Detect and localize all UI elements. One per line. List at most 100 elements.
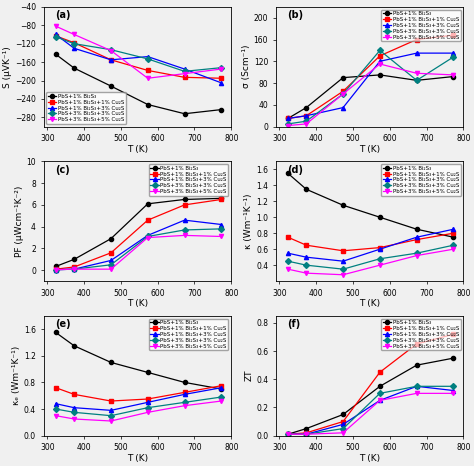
PbS+1% Bi₂S₃: [219, 196, 224, 201]
Line: PbS+1% Bi₂S₃+1% Cu₂S: PbS+1% Bi₂S₃+1% Cu₂S: [286, 231, 456, 253]
PbS+1% Bi₂S₃+3% Cu₂S: [108, 258, 114, 263]
PbS+1% Bi₂S₃+1% Cu₂S: [340, 419, 346, 425]
PbS+3% Bi₂S₃+5% Cu₂S: [182, 233, 187, 238]
PbS+1% Bi₂S₃: [219, 107, 224, 112]
PbS+1% Bi₂S₃+3% Cu₂S: [108, 57, 114, 62]
PbS+3% Bi₂S₃+3% Cu₂S: [303, 118, 309, 124]
PbS+3% Bi₂S₃+5% Cu₂S: [451, 247, 456, 252]
PbS+3% Bi₂S₃+5% Cu₂S: [285, 123, 291, 128]
Y-axis label: PF (μWcm⁻¹K⁻²): PF (μWcm⁻¹K⁻²): [15, 185, 24, 257]
PbS+3% Bi₂S₃+5% Cu₂S: [414, 253, 419, 258]
PbS+1% Bi₂S₃: [145, 370, 151, 375]
PbS+1% Bi₂S₃+1% Cu₂S: [71, 40, 77, 46]
PbS+3% Bi₂S₃+3% Cu₂S: [303, 262, 309, 268]
PbS+3% Bi₂S₃+5% Cu₂S: [182, 403, 187, 409]
Text: (c): (c): [55, 165, 70, 175]
Text: (a): (a): [55, 10, 70, 21]
X-axis label: T (K): T (K): [127, 299, 148, 308]
Legend: PbS+1% Bi₂S₃, PbS+1% Bi₂S₃+1% Cu₂S, PbS+1% Bi₂S₃+3% Cu₂S, PbS+3% Bi₂S₃+3% Cu₂S, : PbS+1% Bi₂S₃, PbS+1% Bi₂S₃+1% Cu₂S, PbS+…: [149, 164, 228, 196]
PbS+1% Bi₂S₃+1% Cu₂S: [303, 113, 309, 118]
PbS+1% Bi₂S₃+1% Cu₂S: [451, 32, 456, 38]
X-axis label: T (K): T (K): [127, 144, 148, 154]
PbS+3% Bi₂S₃+3% Cu₂S: [451, 54, 456, 60]
PbS+3% Bi₂S₃+5% Cu₂S: [145, 410, 151, 415]
PbS+1% Bi₂S₃: [340, 202, 346, 208]
PbS+1% Bi₂S₃+3% Cu₂S: [377, 397, 383, 403]
PbS+1% Bi₂S₃: [340, 75, 346, 81]
PbS+3% Bi₂S₃+3% Cu₂S: [285, 258, 291, 264]
PbS+1% Bi₂S₃: [53, 329, 59, 335]
PbS+1% Bi₂S₃+1% Cu₂S: [182, 75, 187, 80]
PbS+1% Bi₂S₃+3% Cu₂S: [303, 113, 309, 118]
PbS+3% Bi₂S₃+5% Cu₂S: [377, 397, 383, 403]
PbS+3% Bi₂S₃+3% Cu₂S: [340, 267, 346, 272]
PbS+1% Bi₂S₃+1% Cu₂S: [285, 234, 291, 240]
PbS+1% Bi₂S₃: [414, 77, 419, 83]
PbS+3% Bi₂S₃+3% Cu₂S: [377, 48, 383, 53]
PbS+3% Bi₂S₃+3% Cu₂S: [219, 226, 224, 232]
PbS+3% Bi₂S₃+5% Cu₂S: [340, 91, 346, 97]
PbS+1% Bi₂S₃+1% Cu₂S: [377, 245, 383, 250]
Y-axis label: S (μVK⁻¹): S (μVK⁻¹): [3, 46, 12, 88]
PbS+1% Bi₂S₃+3% Cu₂S: [377, 247, 383, 252]
PbS+3% Bi₂S₃+5% Cu₂S: [303, 432, 309, 437]
PbS+3% Bi₂S₃+3% Cu₂S: [303, 432, 309, 437]
PbS+3% Bi₂S₃+3% Cu₂S: [145, 233, 151, 239]
PbS+1% Bi₂S₃+3% Cu₂S: [145, 399, 151, 405]
PbS+1% Bi₂S₃+3% Cu₂S: [145, 54, 151, 59]
PbS+3% Bi₂S₃+5% Cu₂S: [414, 70, 419, 76]
Line: PbS+1% Bi₂S₃+3% Cu₂S: PbS+1% Bi₂S₃+3% Cu₂S: [286, 51, 456, 121]
PbS+3% Bi₂S₃+3% Cu₂S: [71, 410, 77, 415]
PbS+1% Bi₂S₃+1% Cu₂S: [285, 432, 291, 437]
PbS+1% Bi₂S₃+1% Cu₂S: [414, 341, 419, 347]
PbS+1% Bi₂S₃+1% Cu₂S: [303, 430, 309, 436]
PbS+3% Bi₂S₃+3% Cu₂S: [108, 413, 114, 418]
PbS+1% Bi₂S₃+1% Cu₂S: [451, 331, 456, 337]
PbS+1% Bi₂S₃: [414, 226, 419, 232]
PbS+1% Bi₂S₃+1% Cu₂S: [145, 68, 151, 73]
PbS+1% Bi₂S₃: [377, 384, 383, 389]
PbS+3% Bi₂S₃+5% Cu₂S: [219, 398, 224, 404]
PbS+1% Bi₂S₃+1% Cu₂S: [108, 57, 114, 62]
PbS+1% Bi₂S₃+1% Cu₂S: [285, 116, 291, 121]
PbS+1% Bi₂S₃+3% Cu₂S: [219, 80, 224, 86]
PbS+3% Bi₂S₃+5% Cu₂S: [285, 267, 291, 272]
PbS+1% Bi₂S₃: [108, 236, 114, 241]
PbS+1% Bi₂S₃+1% Cu₂S: [340, 89, 346, 94]
PbS+3% Bi₂S₃+3% Cu₂S: [285, 432, 291, 437]
PbS+1% Bi₂S₃: [377, 214, 383, 220]
PbS+1% Bi₂S₃: [451, 234, 456, 240]
PbS+3% Bi₂S₃+5% Cu₂S: [108, 418, 114, 424]
PbS+1% Bi₂S₃+3% Cu₂S: [219, 222, 224, 227]
PbS+3% Bi₂S₃+5% Cu₂S: [71, 32, 77, 37]
PbS+1% Bi₂S₃: [145, 102, 151, 107]
PbS+3% Bi₂S₃+3% Cu₂S: [108, 47, 114, 53]
X-axis label: T (K): T (K): [127, 454, 148, 463]
PbS+3% Bi₂S₃+5% Cu₂S: [219, 66, 224, 72]
Y-axis label: ZT: ZT: [244, 370, 253, 382]
PbS+1% Bi₂S₃: [377, 72, 383, 78]
PbS+1% Bi₂S₃+3% Cu₂S: [377, 59, 383, 64]
PbS+1% Bi₂S₃: [71, 257, 77, 262]
Text: (e): (e): [55, 319, 71, 329]
Text: (b): (b): [287, 10, 303, 21]
PbS+3% Bi₂S₃+3% Cu₂S: [414, 250, 419, 256]
Line: PbS+1% Bi₂S₃: PbS+1% Bi₂S₃: [286, 171, 456, 240]
PbS+1% Bi₂S₃+3% Cu₂S: [414, 50, 419, 56]
PbS+1% Bi₂S₃: [340, 411, 346, 417]
Text: (d): (d): [287, 165, 303, 175]
PbS+3% Bi₂S₃+5% Cu₂S: [285, 432, 291, 437]
Line: PbS+1% Bi₂S₃+1% Cu₂S: PbS+1% Bi₂S₃+1% Cu₂S: [286, 332, 456, 436]
PbS+1% Bi₂S₃+3% Cu₂S: [71, 267, 77, 272]
PbS+1% Bi₂S₃+3% Cu₂S: [285, 116, 291, 121]
PbS+1% Bi₂S₃+3% Cu₂S: [285, 250, 291, 256]
PbS+3% Bi₂S₃+3% Cu₂S: [219, 394, 224, 400]
PbS+1% Bi₂S₃+3% Cu₂S: [340, 105, 346, 110]
PbS+3% Bi₂S₃+5% Cu₂S: [182, 71, 187, 76]
PbS+1% Bi₂S₃: [182, 197, 187, 202]
Line: PbS+3% Bi₂S₃+5% Cu₂S: PbS+3% Bi₂S₃+5% Cu₂S: [54, 233, 223, 272]
PbS+3% Bi₂S₃+5% Cu₂S: [53, 267, 59, 273]
PbS+3% Bi₂S₃+5% Cu₂S: [377, 262, 383, 268]
Line: PbS+1% Bi₂S₃: PbS+1% Bi₂S₃: [54, 196, 223, 268]
Text: (f): (f): [287, 319, 301, 329]
